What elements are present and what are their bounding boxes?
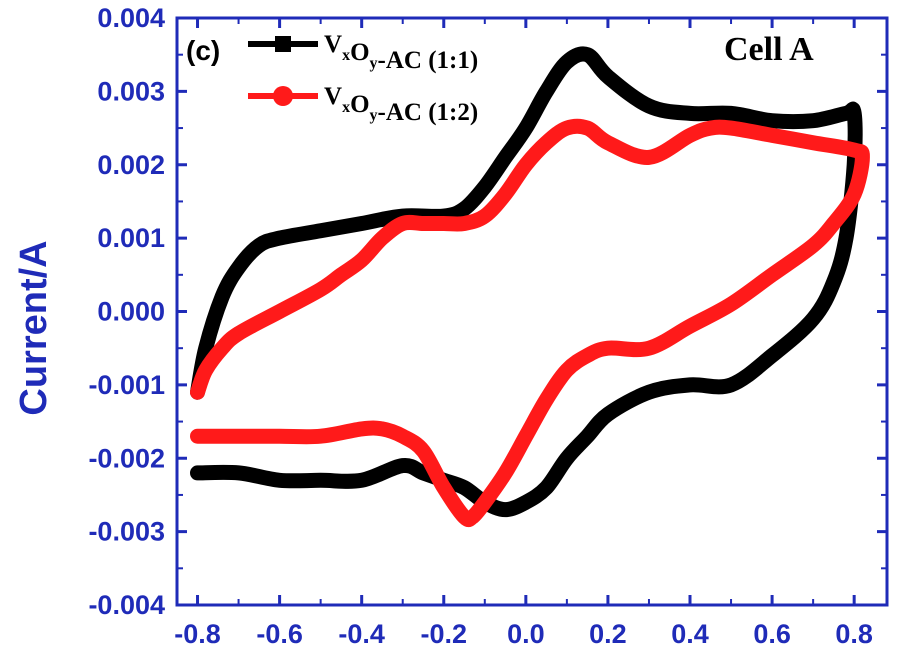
y-axis-label: Current/A: [13, 240, 55, 415]
x-tick-label: 0.6: [753, 619, 791, 649]
y-tick-label: 0.004: [97, 3, 165, 33]
x-tick-label: 0.2: [589, 619, 627, 649]
series-line-1-2: [190, 118, 870, 528]
legend-marker-square: [275, 36, 291, 52]
y-tick-label: -0.001: [88, 370, 165, 400]
panel-label: (c): [186, 35, 220, 66]
x-tick-label: 0.8: [835, 619, 873, 649]
x-tick-label: -0.4: [338, 619, 385, 649]
legend-marker-circle: [273, 86, 293, 106]
y-tick-label: 0.000: [97, 297, 165, 327]
y-tick-label: 0.002: [97, 150, 165, 180]
x-tick-label: -0.6: [256, 619, 303, 649]
x-tick-label: -0.8: [174, 619, 221, 649]
x-tick-label: -0.2: [420, 619, 467, 649]
legend-label-2: VxOy-AC (1:2): [324, 83, 478, 126]
x-tick-label: 0.0: [507, 619, 545, 649]
y-tick-label: -0.002: [88, 443, 165, 473]
x-tick-label: 0.4: [671, 619, 709, 649]
legend: VxOy-AC (1:1) VxOy-AC (1:2): [248, 31, 478, 126]
legend-label-1: VxOy-AC (1:1): [324, 31, 478, 74]
cell-annotation: Cell A: [724, 31, 814, 68]
y-tick-label: 0.003: [97, 76, 165, 106]
y-tick-label: -0.004: [88, 590, 165, 620]
y-tick-label: 0.001: [97, 223, 165, 253]
y-tick-label: -0.003: [88, 517, 165, 547]
